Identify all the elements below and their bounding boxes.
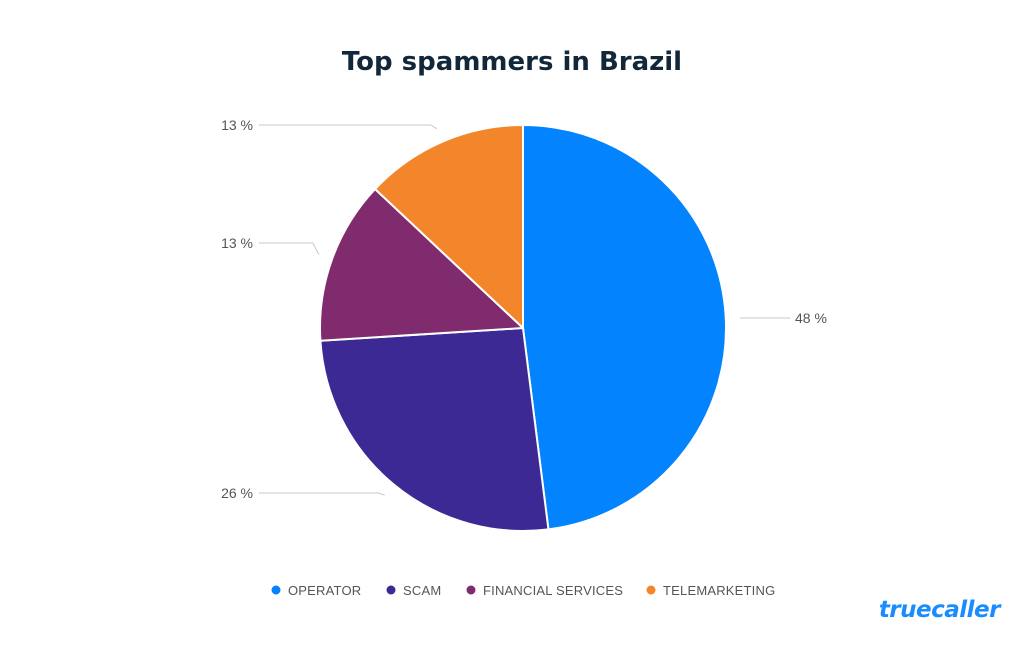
- pie-slices: [319, 124, 728, 532]
- legend-item: OPERATOR: [271, 583, 361, 598]
- legend-swatch: [466, 585, 476, 595]
- pie-slice-financial-services: [319, 188, 524, 342]
- legend-label: FINANCIAL SERVICES: [483, 583, 623, 598]
- pie-slice-telemarketing: [374, 124, 524, 329]
- legend-item: FINANCIAL SERVICES: [466, 583, 623, 598]
- legend-item: SCAM: [386, 583, 441, 598]
- leader-line: [259, 242, 320, 255]
- value-label: 13 %: [221, 235, 253, 251]
- legend-item: TELEMARKETING: [646, 583, 775, 598]
- legend: OPERATOR SCAM FINANCIAL SERVICES TELEMARKET…: [271, 583, 775, 598]
- leader-line: [259, 124, 438, 130]
- value-label: 26 %: [221, 485, 253, 501]
- truecaller-logo: truecaller: [879, 597, 1002, 623]
- value-label: 13 %: [221, 117, 253, 133]
- pie-slice-scam: [319, 327, 550, 532]
- value-label: 48 %: [795, 310, 827, 326]
- chart-title: Top spammers in Brazil: [342, 47, 682, 77]
- legend-label: OPERATOR: [288, 583, 361, 598]
- pie-slice-operator: [522, 124, 728, 531]
- legend-label: TELEMARKETING: [663, 583, 775, 598]
- leader-line: [259, 492, 385, 496]
- legend-swatch: [646, 585, 656, 595]
- legend-swatch: [271, 585, 281, 595]
- value-labels: 48 % 26 % 13 % 13 %: [221, 117, 827, 501]
- leader-lines: [259, 124, 790, 496]
- legend-label: SCAM: [403, 583, 441, 598]
- legend-swatch: [386, 585, 396, 595]
